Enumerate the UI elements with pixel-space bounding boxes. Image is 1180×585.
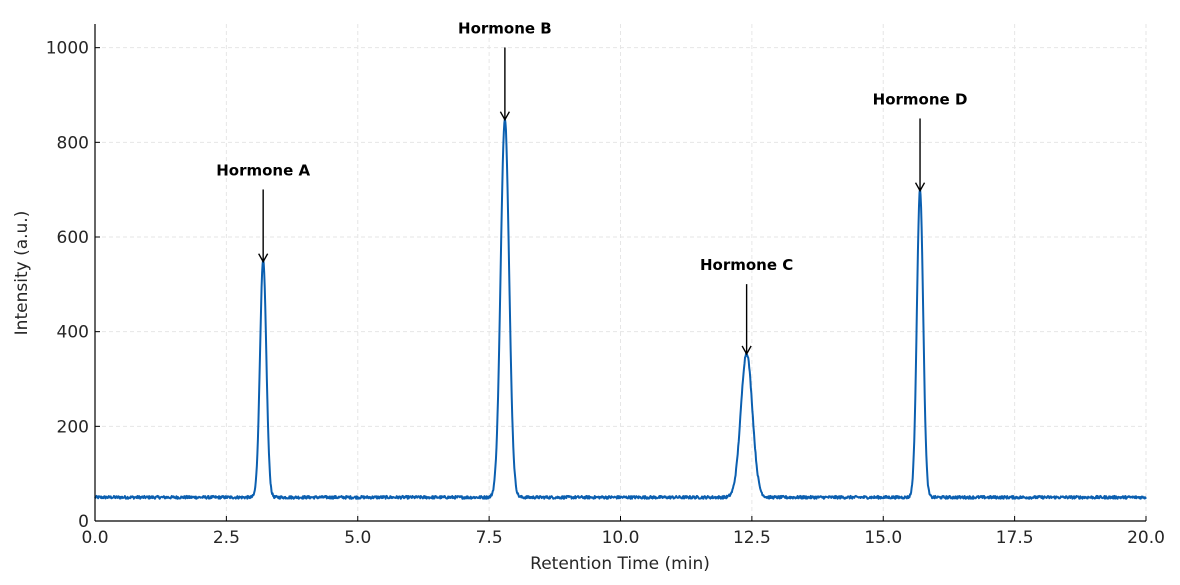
y-tick-label: 200	[57, 417, 89, 437]
x-tick-label: 2.5	[213, 528, 240, 548]
y-tick-label: 1000	[46, 39, 89, 59]
peak-label: Hormone D	[873, 90, 968, 108]
x-tick-label: 5.0	[344, 528, 371, 548]
annotation-arrowhead	[499, 111, 511, 122]
x-tick-label: 10.0	[602, 528, 640, 548]
annotation-arrowhead	[258, 253, 269, 264]
y-tick-label: 0	[78, 512, 89, 532]
y-tick-label: 600	[57, 228, 89, 248]
peak-label: Hormone A	[216, 161, 310, 179]
annotation-arrowhead	[914, 182, 926, 193]
peak-annotations: Hormone A Hormone B Hormone C Hormone D	[216, 19, 968, 356]
grid-lines	[94, 24, 1147, 521]
y-axis-ticks: 0 200 400 600 800 1000	[46, 39, 100, 532]
x-tick-label: 20.0	[1127, 528, 1165, 548]
peak-label: Hormone C	[700, 256, 793, 274]
x-axis-ticks: 0.0 2.5 5.0 7.5 10.0 12.5 15.0 17.5 20.0	[81, 516, 1165, 548]
y-axis-label: Intensity (a.u.)	[12, 211, 32, 336]
x-tick-label: 7.5	[476, 528, 503, 548]
annotation-arrowhead	[741, 345, 752, 356]
x-tick-label: 15.0	[864, 528, 902, 548]
peak-label: Hormone B	[458, 19, 552, 37]
x-tick-label: 0.0	[81, 528, 108, 548]
chromatogram-trace	[94, 117, 1147, 500]
y-tick-label: 400	[57, 323, 89, 343]
y-tick-label: 800	[57, 133, 89, 153]
x-axis-label: Retention Time (min)	[530, 554, 710, 574]
x-tick-label: 17.5	[996, 528, 1034, 548]
x-tick-label: 12.5	[733, 528, 771, 548]
